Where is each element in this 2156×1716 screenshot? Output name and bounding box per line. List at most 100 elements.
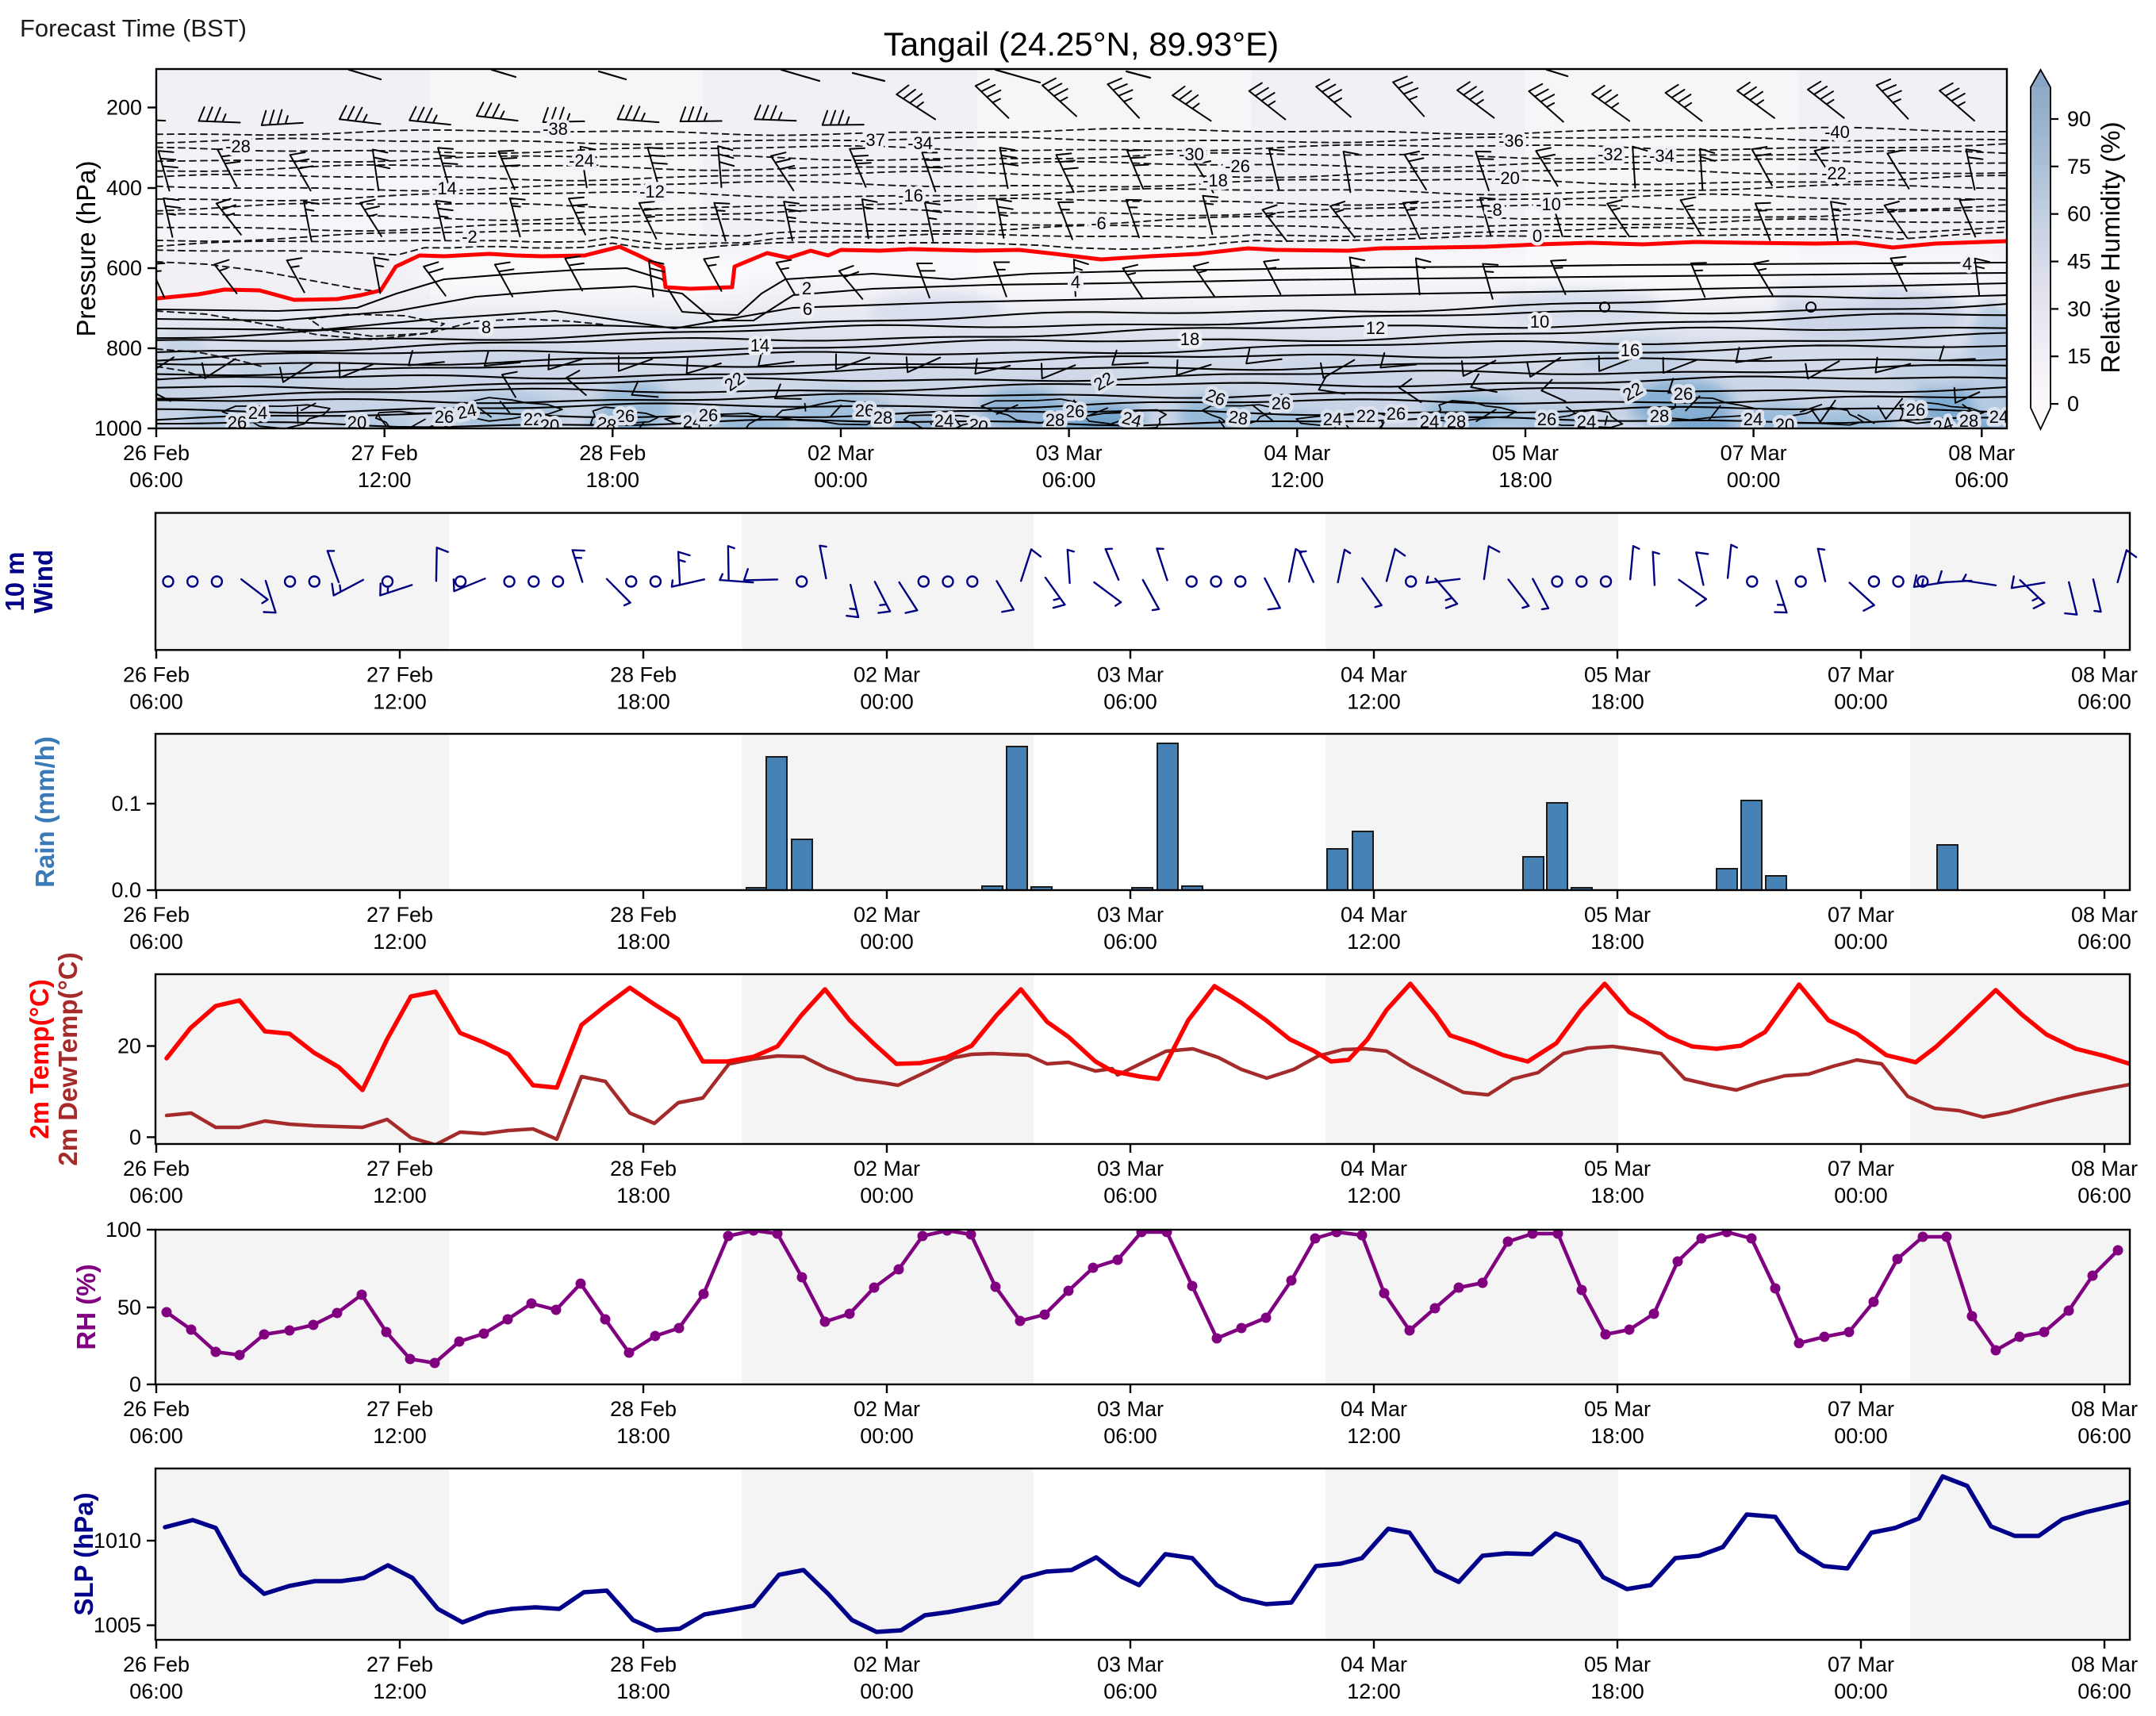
svg-text:02 Mar: 02 Mar: [808, 441, 874, 465]
svg-text:02 Mar: 02 Mar: [854, 903, 920, 927]
svg-text:18:00: 18:00: [1590, 1424, 1644, 1448]
svg-text:8: 8: [481, 317, 491, 337]
svg-text:12:00: 12:00: [358, 468, 412, 492]
svg-text:28 Feb: 28 Feb: [610, 903, 677, 927]
svg-text:28: 28: [1959, 411, 1978, 431]
svg-text:28 Feb: 28 Feb: [610, 1653, 677, 1676]
svg-text:600: 600: [106, 256, 142, 280]
svg-text:00:00: 00:00: [814, 468, 868, 492]
svg-text:27 Feb: 27 Feb: [366, 662, 433, 686]
svg-text:06:00: 06:00: [1103, 1184, 1157, 1207]
svg-text:06:00: 06:00: [1042, 468, 1096, 492]
svg-text:-16: -16: [898, 186, 923, 205]
svg-text:400: 400: [106, 176, 142, 200]
svg-text:12:00: 12:00: [1347, 1424, 1401, 1448]
svg-text:12: 12: [1366, 318, 1385, 338]
svg-text:Rain (mm/h): Rain (mm/h): [30, 736, 59, 888]
svg-text:1005: 1005: [94, 1614, 141, 1637]
svg-text:26: 26: [1906, 400, 1925, 420]
svg-text:24: 24: [248, 403, 267, 423]
svg-text:00:00: 00:00: [860, 1184, 914, 1207]
svg-text:-22: -22: [1821, 163, 1847, 183]
svg-text:04 Mar: 04 Mar: [1264, 441, 1330, 465]
svg-text:06:00: 06:00: [1103, 930, 1157, 954]
svg-text:03 Mar: 03 Mar: [1097, 662, 1164, 686]
svg-text:03 Mar: 03 Mar: [1097, 903, 1164, 927]
svg-text:0.0: 0.0: [111, 878, 141, 902]
svg-text:1000: 1000: [94, 417, 142, 440]
svg-text:00:00: 00:00: [1834, 1680, 1888, 1703]
svg-text:28: 28: [873, 408, 892, 428]
svg-text:-28: -28: [225, 136, 251, 156]
svg-text:00:00: 00:00: [860, 1424, 914, 1448]
svg-text:26 Feb: 26 Feb: [123, 441, 190, 465]
svg-text:-8: -8: [1487, 200, 1502, 220]
svg-text:12:00: 12:00: [1347, 1184, 1401, 1207]
svg-text:06:00: 06:00: [1955, 468, 2009, 492]
svg-text:04 Mar: 04 Mar: [1341, 1653, 1407, 1676]
svg-text:2: 2: [802, 278, 811, 298]
svg-text:-12: -12: [639, 182, 665, 202]
svg-text:00:00: 00:00: [1834, 689, 1888, 713]
svg-text:30: 30: [2067, 297, 2091, 321]
svg-text:12:00: 12:00: [373, 1184, 427, 1207]
svg-text:04 Mar: 04 Mar: [1341, 903, 1407, 927]
svg-text:20: 20: [117, 1035, 141, 1058]
svg-text:07 Mar: 07 Mar: [1828, 662, 1894, 686]
svg-text:0: 0: [1533, 226, 1542, 246]
svg-text:06:00: 06:00: [129, 1680, 183, 1703]
svg-text:00:00: 00:00: [860, 930, 914, 954]
svg-text:27 Feb: 27 Feb: [351, 441, 418, 465]
svg-text:24: 24: [1420, 412, 1439, 432]
svg-text:-38: -38: [543, 119, 568, 139]
svg-text:02 Mar: 02 Mar: [854, 662, 920, 686]
svg-text:24: 24: [934, 411, 953, 431]
svg-text:26: 26: [699, 405, 718, 425]
svg-text:05 Mar: 05 Mar: [1584, 1653, 1651, 1676]
svg-text:26 Feb: 26 Feb: [123, 1397, 190, 1421]
svg-text:12:00: 12:00: [373, 930, 427, 954]
svg-text:Pressure (hPa): Pressure (hPa): [71, 161, 101, 337]
svg-text:24: 24: [1577, 412, 1596, 432]
svg-text:00:00: 00:00: [1727, 468, 1781, 492]
svg-text:Wind: Wind: [29, 550, 58, 613]
svg-text:18:00: 18:00: [616, 930, 670, 954]
svg-text:-37: -37: [860, 130, 885, 150]
svg-text:Forecast Time (BST): Forecast Time (BST): [20, 14, 247, 42]
svg-text:-36: -36: [1498, 131, 1524, 151]
svg-text:08 Mar: 08 Mar: [2071, 1397, 2138, 1421]
svg-text:08 Mar: 08 Mar: [2071, 903, 2138, 927]
svg-text:00:00: 00:00: [1834, 1184, 1888, 1207]
svg-text:200: 200: [106, 96, 142, 120]
svg-text:18:00: 18:00: [1498, 468, 1552, 492]
svg-text:00:00: 00:00: [1834, 1424, 1888, 1448]
svg-text:12:00: 12:00: [373, 1424, 427, 1448]
svg-text:12:00: 12:00: [1347, 689, 1401, 713]
svg-text:26: 26: [1537, 409, 1556, 429]
svg-text:28: 28: [1447, 412, 1466, 432]
svg-text:-40: -40: [1824, 122, 1850, 142]
svg-text:18:00: 18:00: [1590, 689, 1644, 713]
svg-text:26: 26: [1674, 384, 1693, 404]
svg-text:00:00: 00:00: [1834, 930, 1888, 954]
svg-text:22: 22: [1356, 406, 1375, 426]
svg-text:0: 0: [129, 1125, 141, 1149]
svg-text:06:00: 06:00: [2077, 1680, 2131, 1703]
svg-text:4: 4: [1071, 272, 1080, 292]
svg-text:05 Mar: 05 Mar: [1584, 1397, 1651, 1421]
svg-text:26 Feb: 26 Feb: [123, 662, 190, 686]
svg-text:26: 26: [228, 413, 247, 432]
svg-text:-32: -32: [1598, 144, 1623, 164]
svg-text:06:00: 06:00: [129, 1424, 183, 1448]
svg-text:27 Feb: 27 Feb: [366, 1397, 433, 1421]
svg-text:-18: -18: [1203, 171, 1228, 190]
svg-text:28 Feb: 28 Feb: [579, 441, 646, 465]
svg-text:03 Mar: 03 Mar: [1036, 441, 1103, 465]
svg-text:05 Mar: 05 Mar: [1584, 1157, 1651, 1180]
svg-text:04 Mar: 04 Mar: [1341, 662, 1407, 686]
svg-text:26: 26: [616, 406, 635, 426]
svg-text:-26: -26: [1225, 156, 1250, 176]
svg-text:Relative Humidity (%): Relative Humidity (%): [2096, 121, 2125, 373]
svg-text:18: 18: [1180, 329, 1199, 349]
svg-text:08 Mar: 08 Mar: [1948, 441, 2015, 465]
